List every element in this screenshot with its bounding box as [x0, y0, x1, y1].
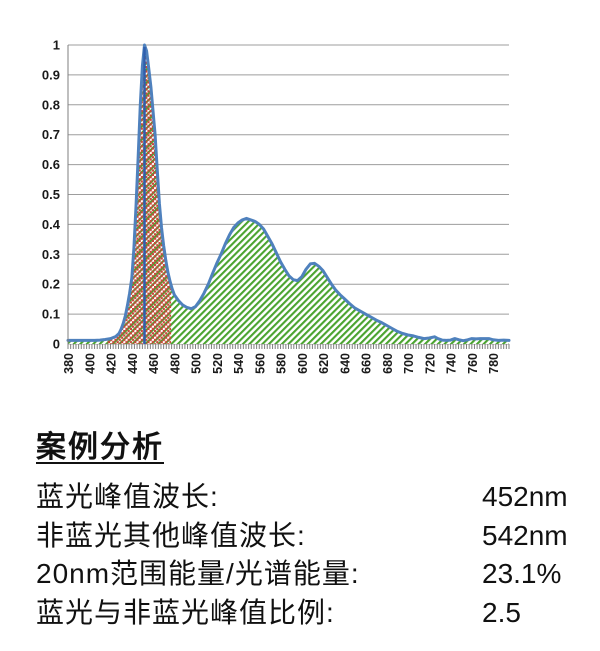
- x-tick-label: 660: [360, 353, 374, 374]
- x-tick-label: 640: [338, 353, 352, 374]
- analysis-row-value: 2.5: [482, 596, 521, 628]
- x-tick-label: 380: [62, 353, 76, 374]
- x-tick-label: 400: [83, 353, 97, 374]
- x-tick-label: 460: [147, 353, 161, 374]
- x-tick-label: 480: [168, 353, 182, 374]
- x-tick-label: 760: [466, 353, 480, 374]
- analysis-row-energy-ratio: 20nm范围能量/光谱能量: 23.1%: [36, 555, 592, 594]
- analysis-section: 案例分析 蓝光峰值波长: 452nm 非蓝光其他峰值波长: 542nm 20nm…: [36, 422, 592, 632]
- y-tick-label: 0.4: [42, 217, 61, 232]
- y-tick-label: 0.6: [42, 157, 60, 172]
- x-tick-label: 680: [381, 353, 395, 374]
- analysis-title: 案例分析: [36, 431, 164, 464]
- y-tick-label: 0.3: [42, 247, 60, 262]
- y-tick-label: 0.2: [42, 277, 60, 292]
- analysis-row-nonblue-peak: 非蓝光其他峰值波长: 542nm: [36, 517, 592, 556]
- analysis-row-label: 蓝光峰值波长:: [36, 481, 219, 512]
- y-tick-label: 1: [53, 38, 60, 53]
- analysis-row-label: 蓝光与非蓝光峰值比例:: [36, 596, 335, 628]
- x-tick-label: 720: [423, 353, 437, 374]
- x-tick-label: 440: [126, 353, 140, 374]
- x-tick-label: 500: [190, 353, 204, 374]
- y-tick-label: 0.9: [42, 67, 60, 82]
- x-tick-label: 420: [105, 353, 119, 374]
- analysis-row-value: 542nm: [482, 519, 568, 551]
- analysis-row-label: 非蓝光其他峰值波长:: [36, 519, 306, 551]
- analysis-row-value: 23.1%: [482, 558, 562, 589]
- y-tick-label: 0: [53, 337, 60, 352]
- spectrum-curve: [66, 43, 511, 343]
- analysis-row-value: 452nm: [482, 481, 568, 512]
- analysis-row-blue-peak: 蓝光峰值波长: 452nm: [36, 478, 592, 517]
- y-tick-label: 0.7: [42, 127, 60, 142]
- x-tick-label: 620: [317, 353, 331, 374]
- x-tick-label: 520: [211, 353, 225, 374]
- x-tick-label: 780: [487, 353, 501, 374]
- y-tick-label: 0.1: [42, 307, 60, 322]
- y-tick-label: 0.5: [42, 187, 60, 202]
- spectrum-chart-svg: 0 0.1 0.2 0.3 0.4 0.5 0.6 0.7 0.8 0.9 1 380 400 420 44…: [42, 38, 511, 374]
- x-tick-label: 540: [232, 353, 246, 374]
- analysis-row-peak-ratio: 蓝光与非蓝光峰值比例: 2.5: [36, 594, 592, 633]
- x-tick-label: 740: [445, 353, 459, 374]
- x-tick-label: 700: [402, 353, 416, 374]
- spectrum-chart: 0 0.1 0.2 0.3 0.4 0.5 0.6 0.7 0.8 0.9 1 380 400 420 44…: [42, 38, 511, 374]
- analysis-row-label: 20nm范围能量/光谱能量:: [36, 558, 360, 589]
- y-tick-label: 0.8: [42, 97, 60, 112]
- x-tick-label: 580: [275, 353, 289, 374]
- x-tick-label: 560: [253, 353, 267, 374]
- x-tick-label: 600: [296, 353, 310, 374]
